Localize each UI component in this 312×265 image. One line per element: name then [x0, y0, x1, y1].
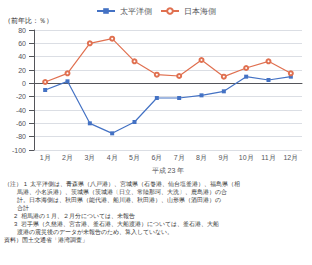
svg-text:8月: 8月 [196, 154, 207, 161]
svg-text:7月: 7月 [174, 154, 185, 161]
svg-text:2 相馬港の１月、２月分については、未報告: 2 相馬港の１月、２月分については、未報告 [4, 213, 135, 219]
svg-text:-100: -100 [12, 147, 26, 154]
svg-text:資料）国土交通省「港湾調査」: 資料）国土交通省「港湾調査」 [4, 236, 88, 244]
svg-text:-60: -60 [16, 120, 26, 127]
svg-text:合計: 合計 [4, 205, 29, 211]
svg-text:2月: 2月 [62, 154, 73, 161]
svg-text:80: 80 [18, 27, 26, 34]
svg-text:-40: -40 [16, 107, 26, 114]
svg-text:日本海側: 日本海側 [184, 7, 216, 16]
svg-text:5月: 5月 [129, 154, 140, 161]
svg-text:3月: 3月 [84, 154, 95, 161]
svg-text:計。日本海側は、秋田県（能代港、船川港、秋田港）、山形県（酒: 計。日本海側は、秋田県（能代港、船川港、秋田港）、山形県（酒田港）の [4, 197, 221, 204]
svg-text:（注） 1 太平洋側は、青森県（八戸港）、宮城県（石巻港、: （注） 1 太平洋側は、青森県（八戸港）、宮城県（石巻港、仙台塩釜港）、福島県（… [4, 180, 240, 188]
svg-text:20: 20 [18, 67, 26, 74]
svg-text:渡港の震災後のデータが未報告のため、算入していない。: 渡港の震災後のデータが未報告のため、算入していない。 [4, 228, 173, 236]
svg-text:11月: 11月 [261, 154, 275, 161]
svg-text:0: 0 [22, 80, 26, 87]
svg-text:-20: -20 [16, 93, 26, 100]
svg-text:3 岩手県（久慈港、宮古港、釜石港、大船渡港）については、: 3 岩手県（久慈港、宮古港、釜石港、大船渡港）については、釜石港、大船 [4, 220, 219, 228]
svg-text:（前年比：％）: （前年比：％） [4, 17, 53, 25]
svg-text:9月: 9月 [218, 154, 229, 161]
svg-text:4月: 4月 [107, 154, 118, 161]
svg-text:40: 40 [18, 53, 26, 60]
svg-text:1月: 1月 [40, 154, 51, 161]
svg-text:60: 60 [18, 40, 26, 47]
svg-text:平成 23 年: 平成 23 年 [152, 167, 185, 174]
svg-text:-80: -80 [16, 133, 26, 140]
svg-text:太平洋側: 太平洋側 [120, 7, 152, 16]
svg-text:10月: 10月 [239, 154, 254, 161]
svg-text:12月: 12月 [283, 154, 298, 161]
svg-text:6月: 6月 [151, 154, 162, 161]
svg-text:馬港、小名浜港）、茨城県（茨城港〔日立、常陸那珂、大洗〕、鹿: 馬港、小名浜港）、茨城県（茨城港〔日立、常陸那珂、大洗〕、鹿島港）の合 [4, 188, 227, 196]
